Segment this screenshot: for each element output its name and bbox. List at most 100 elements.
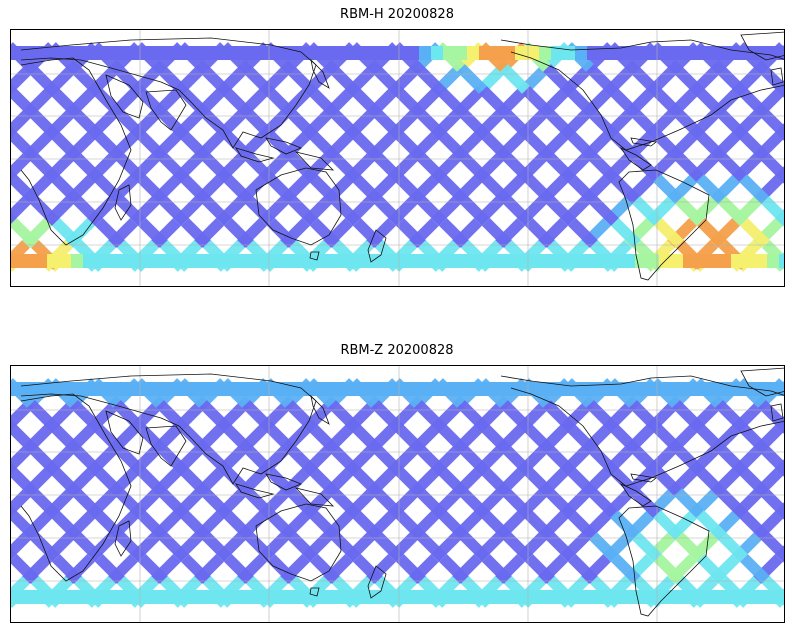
south-band-cell: [215, 590, 227, 604]
swath-segment: [565, 86, 595, 116]
swath-segment: [201, 152, 231, 182]
south-band-cell: [251, 254, 263, 268]
south-band-cell: [323, 254, 335, 268]
swath-segment: [565, 422, 595, 452]
swath-segment: [223, 174, 253, 204]
swath-segment: [374, 532, 404, 562]
swath-segment: [524, 510, 554, 540]
south-band-cell: [59, 590, 71, 604]
north-band-cell: [47, 382, 59, 396]
swath-segment: [156, 64, 186, 94]
swath-segment: [11, 466, 37, 496]
swath-segment: [716, 108, 746, 138]
swath-segment: [460, 532, 490, 562]
north-band-cell: [275, 46, 287, 60]
coastline-newzealand: [367, 229, 387, 263]
north-band-cell: [359, 46, 371, 60]
swath-segment: [715, 400, 745, 430]
south-band-cell: [359, 254, 371, 268]
swath-segment: [11, 510, 38, 540]
swath-segment: [266, 174, 296, 204]
north-band-cell: [323, 382, 335, 396]
south-band-cell: [83, 254, 95, 268]
north-band-cell: [635, 46, 647, 60]
north-band-cell: [179, 382, 191, 396]
south-band-cell: [35, 254, 47, 268]
south-band-cell: [407, 254, 419, 268]
swath-segment: [525, 554, 555, 584]
swath-segment: [11, 422, 36, 452]
swath-segment: [373, 152, 403, 182]
north-band-cell: [95, 382, 107, 396]
north-band-cell: [407, 382, 419, 396]
north-band-cell: [215, 382, 227, 396]
swath-segment: [309, 174, 339, 204]
swath-segment: [480, 130, 510, 160]
coastline-cuba: [630, 137, 657, 147]
swath-tracks: [11, 378, 784, 608]
swath-segment: [95, 554, 125, 584]
south-band-cell: [635, 254, 647, 268]
swath-segment: [458, 108, 488, 138]
swath-segment: [500, 64, 530, 94]
south-band-cell: [695, 254, 707, 268]
swath-segment: [242, 64, 272, 94]
south-band-cell: [311, 590, 323, 604]
swath-segment: [457, 64, 487, 94]
swath-segment: [610, 510, 640, 540]
swath-segment: [200, 444, 230, 474]
north-band-cell: [623, 46, 635, 60]
north-band-cell: [563, 382, 575, 396]
swath-segment: [459, 152, 489, 182]
map-panel-rbm-z: [10, 365, 785, 623]
south-band-cell: [695, 590, 707, 604]
swath-segment: [394, 130, 424, 160]
swath-segment: [630, 108, 660, 138]
graticule: [11, 366, 784, 622]
swath-segment: [629, 400, 659, 430]
swath-segment: [199, 400, 229, 430]
swath-segment: [310, 218, 340, 248]
swath-segment: [245, 196, 275, 226]
swath-segment: [49, 422, 79, 452]
south-band-cell: [191, 590, 203, 604]
swath-segment: [396, 554, 426, 584]
swath-segment: [351, 466, 381, 496]
swath-segment: [201, 488, 231, 518]
north-band-cell: [515, 46, 527, 60]
north-band-cell: [575, 46, 587, 60]
graticule: [11, 30, 784, 286]
swath-segment: [52, 218, 82, 248]
north-band-cell: [575, 382, 587, 396]
swath-segment: [587, 108, 617, 138]
swath-segment: [286, 108, 316, 138]
north-band-cell: [755, 46, 767, 60]
north-band-cell: [191, 382, 203, 396]
swath-segment: [675, 532, 705, 562]
panel-title-rbm-z: RBM-Z 20200828: [340, 343, 454, 358]
swath-segment: [329, 444, 359, 474]
swath-segment: [437, 466, 467, 496]
swath-segment: [93, 130, 123, 160]
north-band-cell: [35, 382, 47, 396]
south-band-cell: [467, 590, 479, 604]
swath-segment: [73, 196, 103, 226]
swath-segment: [266, 510, 296, 540]
panel-title-rbm-h: RBM-H 20200828: [340, 7, 454, 22]
south-band-cell: [479, 254, 491, 268]
north-band-cell: [527, 382, 539, 396]
swath-segment: [70, 64, 100, 94]
north-band-cell: [359, 382, 371, 396]
swath-segment: [460, 196, 490, 226]
south-band-cell: [107, 590, 119, 604]
south-band-cell: [59, 254, 71, 268]
swath-segment: [415, 108, 445, 138]
swath-tracks: [11, 42, 784, 272]
swath-segment: [245, 532, 275, 562]
swath-segment: [482, 218, 512, 248]
south-band-cell: [767, 590, 779, 604]
south-band-cell: [23, 254, 35, 268]
swath-segment: [629, 64, 659, 94]
coastline-indonesia1: [235, 147, 275, 163]
swath-segment: [672, 64, 702, 94]
